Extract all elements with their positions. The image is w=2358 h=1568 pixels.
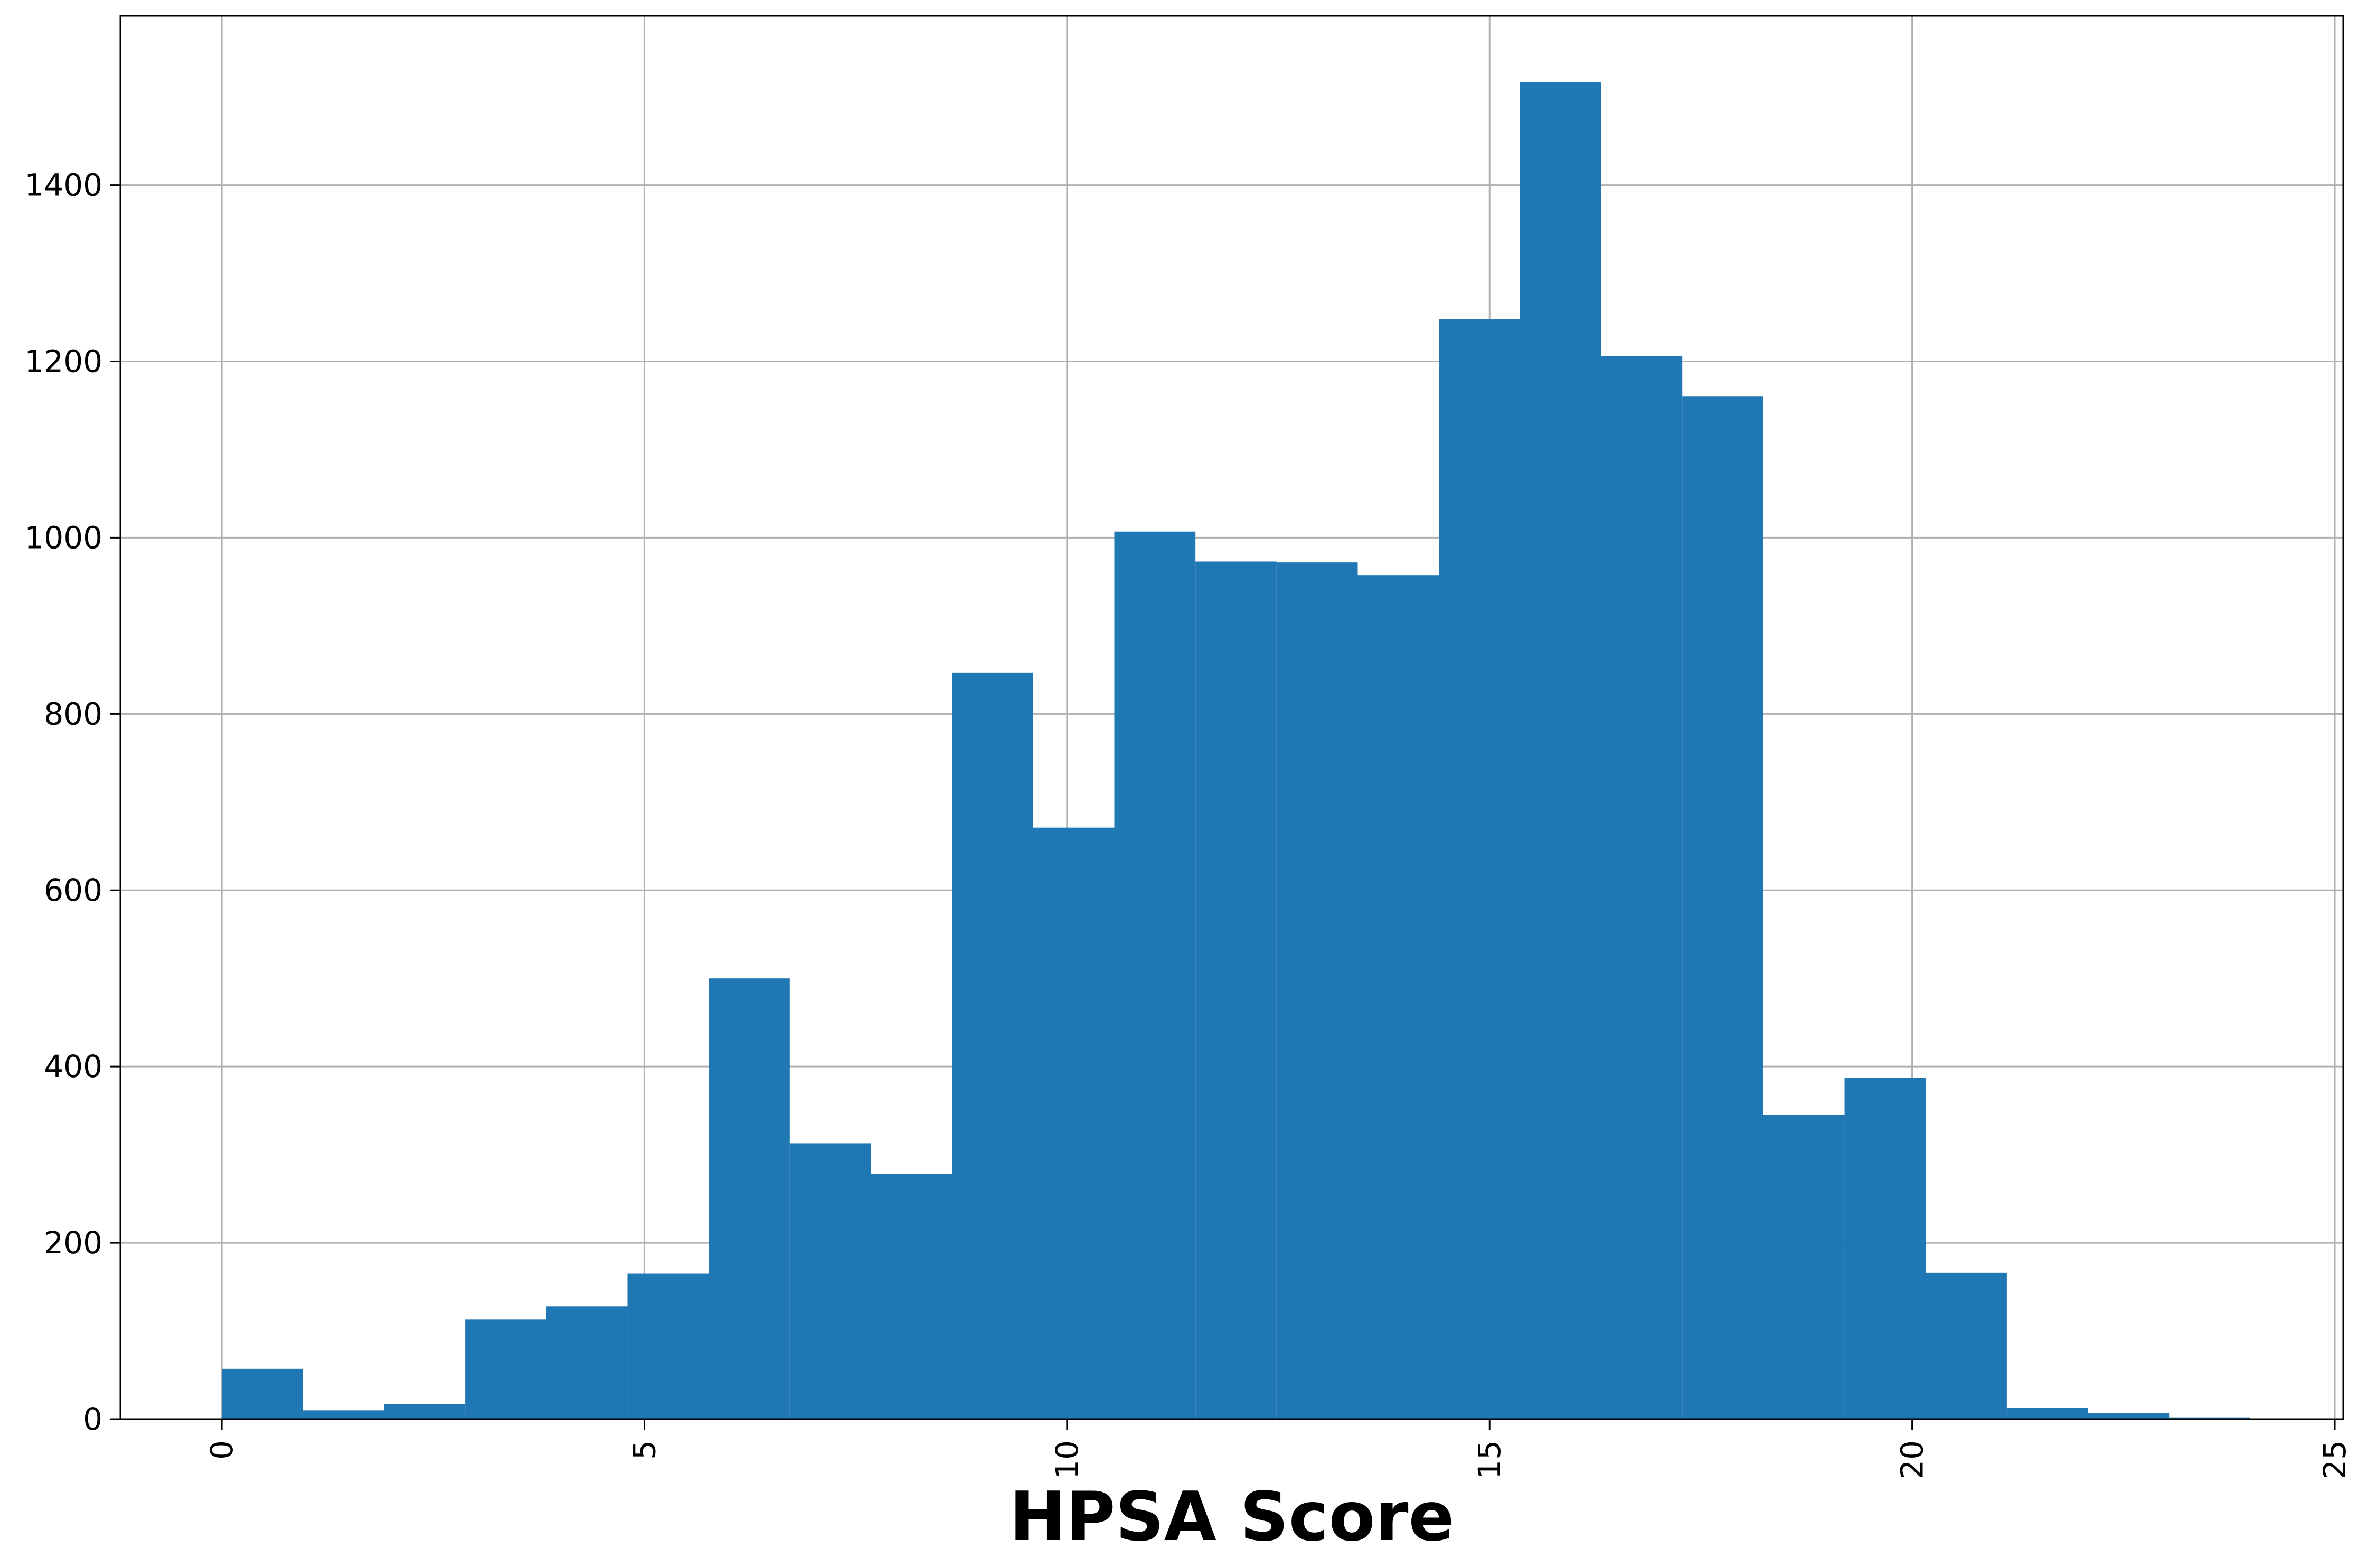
plot-frame (119, 15, 2344, 1420)
y-tick-label: 400 (44, 1049, 102, 1084)
histogram-bar (871, 1174, 952, 1419)
histogram-bar (384, 1404, 466, 1419)
histogram-bar (1520, 82, 1601, 1420)
x-gridlines (221, 16, 2336, 1419)
y-tick-label: 600 (44, 872, 102, 908)
x-axis-title: HPSA Score (1010, 1478, 1455, 1556)
histogram-bar (1357, 575, 1439, 1419)
histogram-bar (952, 672, 1033, 1419)
histogram-bar (1682, 396, 1763, 1419)
histogram-bar (709, 978, 790, 1419)
histogram-bar (789, 1143, 871, 1419)
x-tick-label: 0 (204, 1440, 240, 1460)
histogram-bars (222, 82, 2250, 1420)
histogram-bar (1195, 561, 1277, 1419)
histogram-bar (1763, 1114, 1845, 1419)
y-tick-label: 200 (44, 1225, 102, 1261)
y-tick-label: 1200 (24, 343, 102, 379)
histogram-bar (1601, 356, 1683, 1419)
histogram-bar (2006, 1408, 2088, 1419)
x-tick-label: 25 (2317, 1440, 2353, 1479)
y-tick-label: 800 (44, 696, 102, 732)
x-tick-label: 15 (1472, 1440, 1507, 1479)
histogram-bar (1926, 1272, 2007, 1419)
histogram-bar (627, 1273, 709, 1419)
histogram-bar (1114, 531, 1196, 1419)
x-tick-label: 10 (1049, 1440, 1085, 1479)
histogram-bar (1276, 562, 1358, 1419)
y-tick-label: 0 (83, 1401, 102, 1437)
histogram-bar (546, 1306, 628, 1419)
histogram-bar (303, 1410, 384, 1419)
histogram-bar (1844, 1078, 1926, 1419)
y-tick-label: 1400 (24, 167, 102, 203)
x-tick-label: 20 (1894, 1440, 1930, 1479)
histogram-bar (2169, 1417, 2250, 1419)
histogram-bar (1033, 827, 1115, 1419)
x-axis-ticks: 0 5 10 15 20 25 (204, 1419, 2353, 1479)
histogram-bar (2088, 1413, 2170, 1419)
histogram-bar (222, 1368, 303, 1419)
histogram-bar (465, 1319, 546, 1419)
x-tick-label: 5 (626, 1440, 662, 1460)
histogram-bar (1439, 319, 1520, 1419)
y-axis-ticks: 0 200 400 600 800 1000 1200 1400 (24, 167, 120, 1437)
y-tick-label: 1000 (24, 519, 102, 555)
